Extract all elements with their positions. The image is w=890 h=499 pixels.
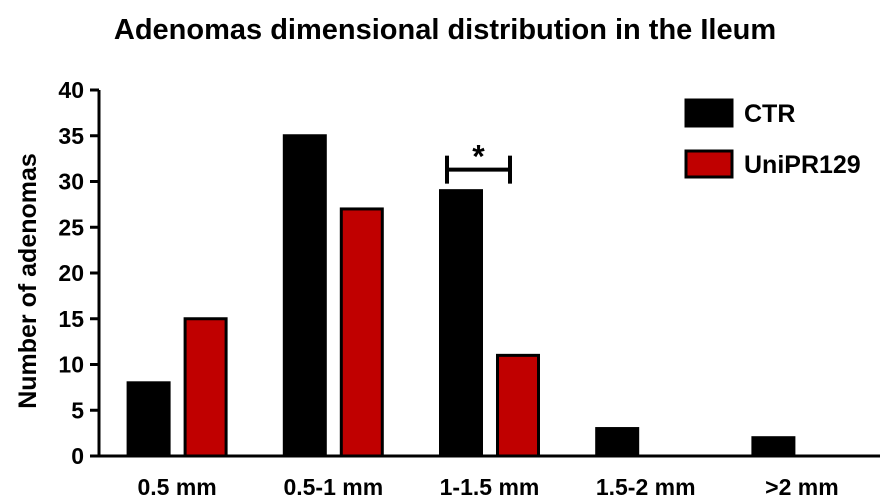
y-tick-label: 10 bbox=[58, 352, 84, 378]
x-tick-label: 1-1.5 mm bbox=[440, 474, 540, 499]
y-tick-label: 30 bbox=[58, 169, 84, 195]
y-tick-label: 15 bbox=[58, 306, 84, 332]
bar-unipr129-1 bbox=[339, 207, 384, 458]
bar-ctr-3 bbox=[595, 427, 640, 458]
legend-swatch-unipr129 bbox=[684, 149, 734, 179]
y-tick-label: 25 bbox=[58, 214, 84, 240]
y-tick-label: 20 bbox=[58, 260, 84, 286]
bar-ctr-4 bbox=[751, 436, 796, 458]
y-axis-label: Number of adenomas bbox=[14, 153, 42, 409]
x-tick-label: 0.5 mm bbox=[137, 474, 216, 499]
legend-swatch-ctr bbox=[684, 98, 734, 128]
bar-unipr129-0 bbox=[183, 317, 228, 458]
x-tick-label: >2 mm bbox=[765, 474, 839, 499]
legend-label-unipr129: UniPR129 bbox=[744, 151, 861, 179]
bar-ctr-2 bbox=[439, 189, 483, 458]
legend-label-ctr: CTR bbox=[744, 100, 795, 128]
y-tick-label: 0 bbox=[71, 443, 84, 469]
x-tick-label: 1.5-2 mm bbox=[596, 474, 696, 499]
chart-title: Adenomas dimensional distribution in the… bbox=[113, 14, 777, 46]
y-tick-label: 35 bbox=[58, 123, 84, 149]
y-tick-label: 5 bbox=[71, 397, 84, 423]
y-tick-label: 40 bbox=[58, 77, 84, 103]
significance-asterisk: * bbox=[472, 139, 485, 175]
bar-ctr-1 bbox=[282, 134, 327, 458]
x-tick-label: 0.5-1 mm bbox=[283, 474, 383, 499]
bar-ctr-0 bbox=[126, 381, 171, 458]
bar-unipr129-2 bbox=[496, 353, 540, 458]
